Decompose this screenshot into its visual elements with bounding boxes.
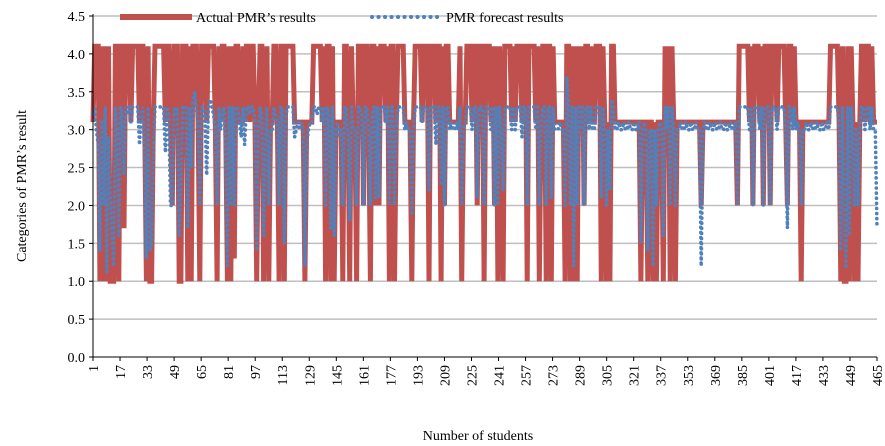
y-tick-label: 0.0: [68, 351, 86, 366]
line-forecast: [91, 76, 879, 274]
x-tick-label: 1: [87, 365, 102, 372]
x-tick-label: 17: [114, 365, 129, 379]
x-tick-label: 193: [411, 365, 426, 386]
y-tick-label: 4.5: [68, 10, 86, 25]
x-tick-label: 449: [844, 365, 859, 386]
x-tick-label: 273: [547, 365, 562, 386]
legend-label-forecast: PMR forecast results: [446, 11, 563, 26]
y-tick-label: 2.5: [68, 162, 86, 177]
x-tick-label: 321: [628, 365, 643, 386]
x-tick-label: 49: [168, 365, 183, 379]
y-tick-label: 2.0: [68, 199, 86, 214]
x-tick-label: 33: [141, 365, 156, 379]
x-tick-label: 129: [303, 365, 318, 386]
x-tick-label: 465: [871, 365, 885, 386]
x-tick-label: 161: [357, 365, 372, 386]
x-tick-label: 369: [709, 365, 724, 386]
y-tick-label: 3.5: [68, 86, 86, 101]
series-forecast: [91, 76, 879, 274]
y-tick-label: 1.5: [68, 237, 86, 252]
x-tick-label: 97: [249, 365, 264, 379]
x-tick-label: 65: [195, 365, 210, 379]
y-tick-label: 1.0: [68, 275, 86, 290]
x-tick-label: 257: [520, 365, 535, 386]
x-axis-title: Number of students: [423, 429, 533, 444]
x-tick-label: 337: [655, 365, 670, 386]
x-tick-label: 177: [384, 365, 399, 386]
x-tick-label: 145: [330, 365, 345, 386]
x-tick-label: 113: [276, 365, 291, 385]
x-tick-label: 225: [465, 365, 480, 386]
x-tick-label: 401: [763, 365, 778, 386]
y-axis-title: Categories of PMR’s result: [15, 110, 30, 262]
x-tick-label: 417: [790, 365, 805, 386]
x-tick-label: 433: [817, 365, 832, 386]
y-tick-labels: 0.0 0.5 1.0 1.5 2.0 2.5 3.0 3.5 4.0 4.5: [68, 10, 86, 366]
legend: Actual PMR’s results PMR forecast result…: [120, 11, 563, 26]
y-tick-label: 3.0: [68, 124, 86, 139]
x-tick-label: 289: [574, 365, 589, 386]
x-tick-label: 209: [438, 365, 453, 386]
x-tick-label: 241: [493, 365, 508, 386]
axes: [89, 14, 878, 361]
legend-label-actual: Actual PMR’s results: [196, 11, 316, 26]
x-tick-label: 305: [601, 365, 616, 386]
y-tick-label: 0.5: [68, 313, 86, 328]
y-tick-label: 4.0: [68, 48, 86, 63]
x-tick-label: 81: [222, 365, 237, 379]
x-tick-label: 353: [682, 365, 697, 386]
x-tick-label: 385: [736, 365, 751, 386]
x-tick-labels: 1 17 33 49 65 81 97 113 129 145 161 177 193 209 225 241…: [87, 365, 885, 386]
